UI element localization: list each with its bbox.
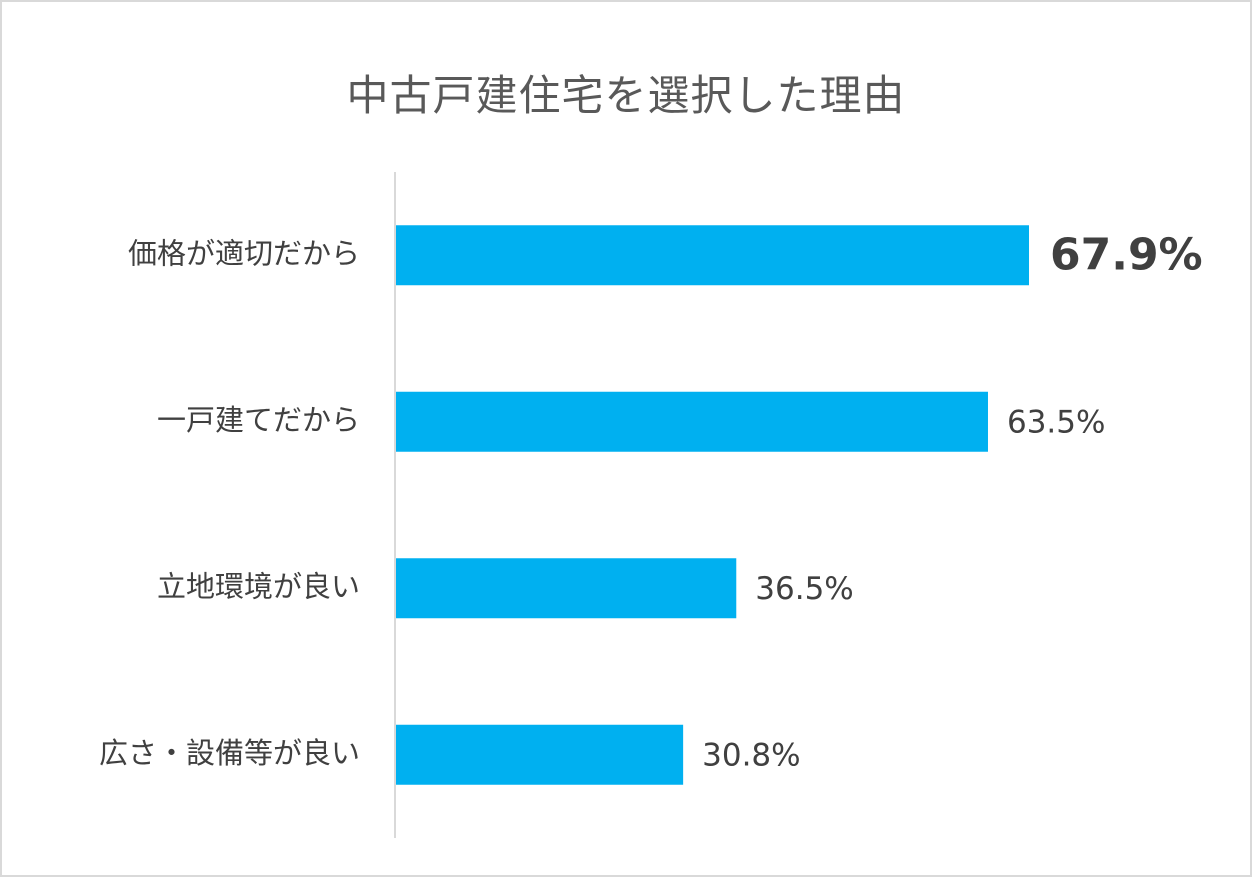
category-label-1: 価格が適切だから [128,236,360,270]
value-label-3: 36.5% [755,571,853,607]
category-label-2: 一戸建てだから [157,403,360,437]
value-label-4: 30.8% [702,737,800,773]
category-label-3: 立地環境が良い [157,569,360,603]
value-label-1: 67.9% [1050,229,1203,280]
value-label-2: 63.5% [1007,404,1105,440]
bar-3 [396,558,737,619]
bar-1 [396,225,1029,286]
bar-2 [396,391,988,452]
category-label-4: 広さ・設備等が良い [99,736,360,770]
bar-4 [396,724,684,785]
chart-title: 中古戸建住宅を選択した理由 [346,71,906,120]
